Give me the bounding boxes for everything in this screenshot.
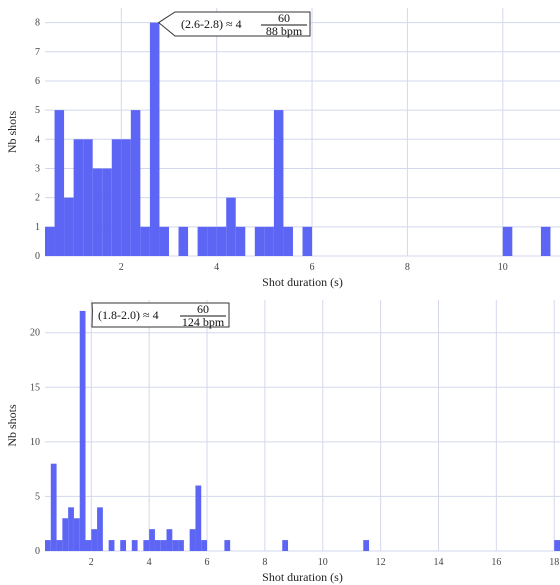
histogram-bar [91, 529, 98, 551]
x-tick-label: 6 [205, 557, 210, 568]
histogram-bar [62, 518, 69, 551]
histogram-bar [235, 226, 246, 256]
histogram-bar [130, 110, 141, 256]
histogram-bar [302, 226, 313, 256]
annotation-denominator: 124 bpm [182, 315, 225, 329]
y-tick-label: 6 [35, 76, 40, 87]
x-tick-label: 18 [549, 557, 559, 568]
histogram-bar [92, 168, 103, 256]
x-tick-label: 14 [433, 557, 443, 568]
y-tick-label: 20 [30, 328, 40, 339]
y-tick-label: 2 [35, 193, 40, 204]
histogram-bar [540, 226, 551, 256]
histogram-bar [201, 540, 208, 551]
x-tick-label: 8 [262, 557, 267, 568]
histogram-bar [79, 310, 86, 551]
histogram-bar [224, 540, 231, 551]
x-tick-label: 10 [498, 262, 508, 273]
x-tick-label: 4 [214, 262, 219, 273]
y-tick-label: 3 [35, 163, 40, 174]
y-tick-label: 1 [35, 222, 40, 233]
histogram-bar [143, 540, 150, 551]
histogram-bar [207, 226, 217, 256]
y-tick-label: 15 [30, 382, 40, 393]
histogram-bar [68, 507, 74, 551]
x-tick-label: 6 [310, 262, 315, 273]
histogram-bar [64, 197, 74, 256]
x-tick-label: 10 [318, 557, 328, 568]
histogram-bar [45, 540, 51, 551]
histogram-bar [216, 226, 227, 256]
annotation-callout [91, 302, 230, 328]
x-axis-label: Shot duration (s) [262, 570, 343, 584]
y-tick-label: 4 [35, 134, 40, 145]
histogram-bar [195, 485, 202, 551]
histogram-bar [159, 226, 169, 256]
y-tick-label: 0 [35, 251, 40, 262]
top-histogram: 0 1 2 3 4 5 6 7 8 2 4 6 8 10 Shot duration (s) Nb shots… [5, 8, 560, 289]
histogram-bar [97, 507, 103, 551]
histogram-bar [554, 540, 560, 551]
histogram-bar [178, 540, 184, 551]
histogram-bar [111, 139, 122, 256]
histogram-bar [83, 139, 93, 256]
histogram-bar [172, 540, 179, 551]
histogram-bar [121, 139, 131, 256]
annotation-numerator: 60 [197, 302, 209, 316]
histogram-bar [54, 110, 65, 256]
histogram-bar [502, 226, 513, 256]
x-tick-label: 8 [405, 262, 410, 273]
histogram-bar [149, 529, 155, 551]
histogram-bar [85, 540, 92, 551]
histogram-bar [254, 226, 265, 256]
annotation-denominator: 88 bpm [266, 24, 303, 38]
y-axis-label: Nb shots [5, 404, 19, 447]
y-tick-label: 8 [35, 18, 40, 29]
annotation-callout [157, 11, 311, 37]
y-tick-label: 0 [35, 546, 40, 557]
histogram-bar [264, 226, 274, 256]
histogram-bar [120, 540, 127, 551]
x-tick-label: 12 [376, 557, 386, 568]
x-tick-label: 4 [147, 557, 152, 568]
histogram-bar [166, 529, 173, 551]
annotation-text: (1.8-2.0) ≈ 4 [98, 308, 159, 322]
histogram-bar [282, 540, 289, 551]
histogram-bar [140, 226, 150, 256]
x-axis-label: Shot duration (s) [262, 275, 343, 289]
x-tick-label: 2 [89, 557, 94, 568]
x-tick-label: 16 [491, 557, 501, 568]
histogram-bar [160, 540, 167, 551]
y-tick-label: 5 [35, 105, 40, 116]
histogram-bar [56, 540, 63, 551]
y-axis-label: Nb shots [5, 111, 19, 154]
y-tick-label: 10 [30, 437, 40, 448]
histogram-bar [178, 226, 189, 256]
annotation-numerator: 60 [278, 11, 290, 25]
histogram-bar [149, 22, 160, 256]
histogram-bar [131, 540, 138, 551]
histogram-bar [45, 226, 55, 256]
histogram-bar [102, 168, 112, 256]
histogram-bar [73, 139, 84, 256]
bottom-histogram: 0 5 10 15 20 2 4 6 8 10 12 14 16 18 Shot duration (s) N… [5, 300, 560, 584]
y-tick-label: 7 [35, 47, 40, 58]
histogram-bar [226, 197, 236, 256]
histogram-bar [283, 226, 293, 256]
annotation-text: (2.6-2.8) ≈ 4 [181, 17, 242, 31]
y-tick-label: 5 [35, 491, 40, 502]
histogram-bar [154, 540, 161, 551]
histogram-bar [50, 463, 57, 551]
histogram-bar [73, 518, 80, 551]
histogram-bar [197, 226, 208, 256]
histogram-bar [273, 110, 284, 256]
histogram-bar [189, 529, 196, 551]
histogram-bar [108, 540, 115, 551]
x-tick-label: 2 [119, 262, 124, 273]
histogram-bar [363, 540, 370, 551]
